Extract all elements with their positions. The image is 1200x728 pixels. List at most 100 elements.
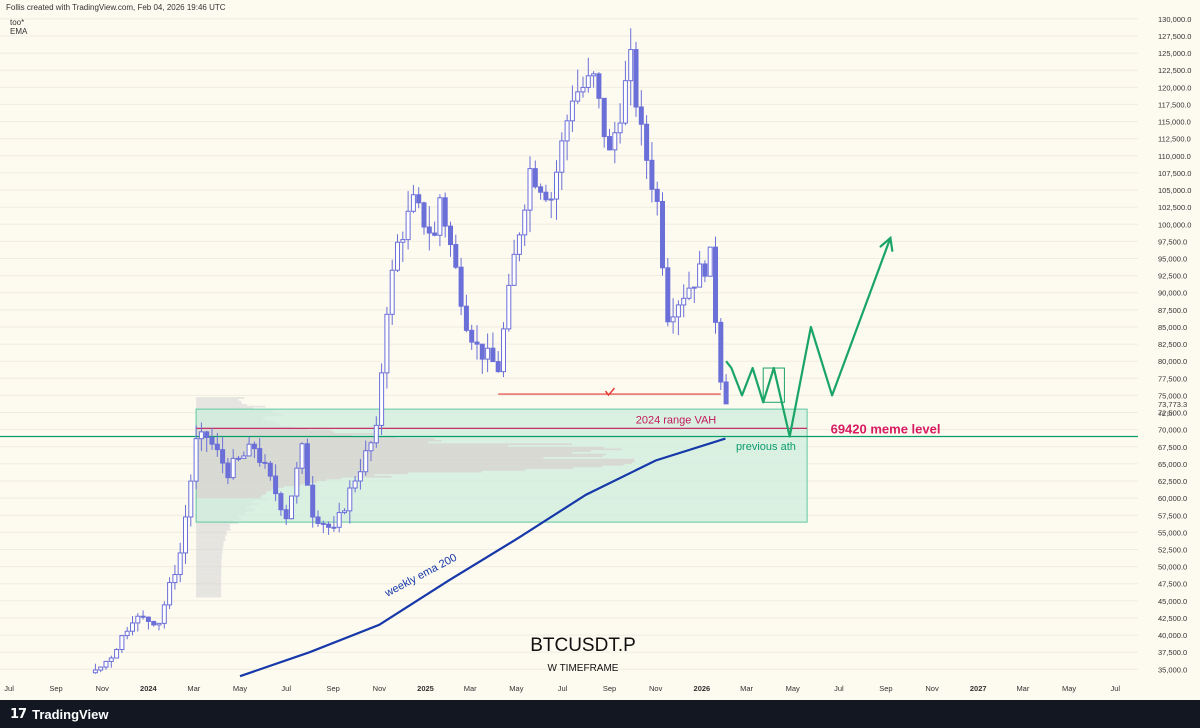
volume-profile-bar (196, 590, 222, 593)
volume-profile-bar (196, 595, 222, 598)
candle-body (257, 448, 263, 463)
candle-body (352, 480, 358, 489)
price-tick-label: 92,500.0 (1158, 272, 1187, 281)
candle-body (92, 669, 98, 674)
candle-body (474, 341, 480, 345)
candle-body (140, 615, 146, 618)
price-tick-label: 67,500.0 (1158, 443, 1187, 452)
check-icon (604, 387, 616, 397)
time-tick-label: Sep (603, 684, 616, 693)
volume-profile-bar (196, 532, 227, 535)
candle-body (193, 438, 199, 482)
volume-profile-bar (196, 592, 222, 594)
volume-profile-bar (196, 559, 222, 562)
price-tick-label: 47,500.0 (1158, 580, 1187, 589)
time-tick-label: Nov (373, 684, 387, 693)
time-tick-label: Mar (187, 684, 200, 693)
countdown-label: 4d 5h (1158, 411, 1175, 418)
price-tick-label: 120,000.0 (1158, 83, 1191, 92)
candle-body (410, 194, 416, 212)
candle-body (538, 186, 544, 193)
time-tick-label: 2024 (140, 684, 158, 693)
price-tick-label: 65,000.0 (1158, 460, 1187, 469)
price-tick-label: 82,500.0 (1158, 340, 1187, 349)
volume-profile-bar (196, 585, 222, 588)
indicator-label-1[interactable]: too* (10, 18, 25, 27)
price-tick-label: 97,500.0 (1158, 237, 1187, 246)
volume-profile-bar (196, 554, 222, 557)
candle-body (283, 509, 289, 520)
candle-body (204, 431, 210, 438)
time-tick-label: Nov (925, 684, 939, 693)
volume-profile-bar (196, 540, 224, 543)
volume-profile-bar (196, 397, 245, 399)
candle-body (638, 106, 644, 125)
candle-body (368, 442, 374, 452)
candle-body (442, 197, 448, 227)
candle-body (331, 526, 337, 529)
candle-body (501, 328, 507, 373)
candle-body (198, 431, 204, 440)
price-tick-label: 40,000.0 (1158, 631, 1187, 640)
price-tick-label: 87,500.0 (1158, 306, 1187, 315)
candle-body (723, 381, 729, 405)
candle-body (591, 73, 597, 77)
price-tick-label: 52,500.0 (1158, 545, 1187, 554)
candle-body (649, 159, 655, 190)
candle-body (686, 287, 692, 299)
volume-profile-bar (196, 593, 222, 596)
candle-body (596, 73, 602, 99)
candle-body (304, 443, 310, 486)
candle-body (241, 455, 247, 459)
candle-body (681, 297, 687, 306)
price-tick-label: 127,500.0 (1158, 32, 1191, 41)
time-tick-label: Jul (4, 684, 14, 693)
candle-body (628, 49, 634, 82)
volume-profile-bar (196, 537, 226, 540)
volume-profile-bar (196, 570, 222, 572)
price-chart[interactable]: 2024 range VAH previous ath 69420 meme lev… (0, 0, 1200, 700)
time-axis: Jul Sep Nov 2024 Mar May Jul Sep Nov 2025 Mar May Ju… (4, 684, 1120, 693)
projection-line (725, 237, 892, 438)
candle-body (575, 91, 581, 102)
volume-profile-bar (196, 556, 223, 559)
candle-body (559, 140, 565, 173)
candle-body (299, 443, 305, 469)
candle-body (522, 209, 528, 236)
volume-profile-bar (196, 576, 222, 579)
candle-body (713, 246, 719, 323)
candle-body (230, 457, 236, 479)
volume-profile-bar (196, 551, 223, 553)
volume-profile-bar (196, 400, 242, 403)
candle-body (156, 622, 162, 626)
candle-body (479, 343, 485, 360)
candle-body (130, 622, 136, 632)
candle-body (458, 266, 464, 307)
candle-body (527, 168, 533, 211)
candle-body (161, 604, 167, 624)
candle-body (718, 321, 724, 383)
candle-body (691, 286, 697, 289)
price-tick-label: 80,000.0 (1158, 357, 1187, 366)
indicator-label-2[interactable]: EMA (10, 27, 28, 36)
tradingview-logo-icon[interactable]: 17 (10, 706, 27, 722)
brand-label[interactable]: TradingView (32, 706, 109, 722)
price-tick-label: 95,000.0 (1158, 254, 1187, 263)
price-tick-label: 122,500.0 (1158, 66, 1191, 75)
candle-body (622, 80, 628, 124)
ema-line (239, 437, 726, 678)
projection-box (762, 367, 785, 403)
candle-body (511, 253, 517, 286)
candle-body (167, 582, 173, 606)
volume-profile-bar (196, 552, 223, 555)
price-tick-label: 75,000.0 (1158, 391, 1187, 400)
candle-body (395, 241, 401, 271)
candle-body (564, 120, 570, 142)
candle-body (183, 516, 189, 554)
candle-body (485, 347, 491, 360)
candle-body (384, 313, 390, 374)
candle-body (426, 226, 432, 234)
candle-body (342, 510, 348, 514)
price-tick-label: 70,000.0 (1158, 426, 1187, 435)
